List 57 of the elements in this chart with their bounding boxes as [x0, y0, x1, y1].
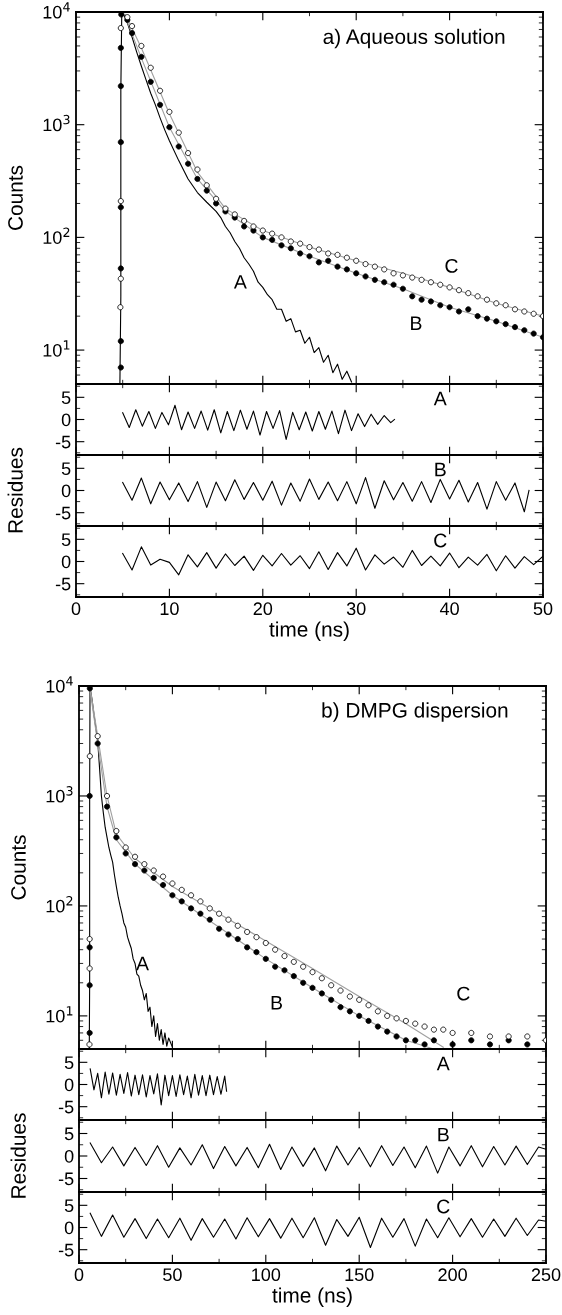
annotation: B: [435, 462, 446, 477]
text: a) Aqueous solution: [323, 28, 505, 49]
x-tick-label: 150: [345, 1268, 374, 1282]
x-tick-label: 30: [346, 602, 366, 616]
y-tick-label: 0: [64, 1221, 74, 1235]
x-tick-label: 100: [252, 1268, 281, 1282]
y-axis-title: Residues: [10, 1113, 26, 1198]
y-tick-label: 5: [61, 462, 71, 476]
y-tick-label: -5: [55, 435, 71, 449]
y-tick-label: 5: [61, 533, 71, 547]
annotation: B: [271, 996, 282, 1010]
annotation: C: [445, 259, 458, 273]
y-tick-label: 0: [61, 413, 71, 427]
x-tick-label: 0: [74, 1268, 84, 1282]
annotation: B: [411, 316, 422, 330]
annotation: A: [433, 391, 447, 406]
y-tick-label: -5: [58, 1172, 74, 1186]
y-tick-label: 10$^{3}$: [43, 114, 70, 132]
x-tick-label: 50: [533, 602, 553, 616]
annotation: C: [457, 986, 470, 1001]
y-tick-label: 0: [61, 484, 71, 498]
x-tick-label: 200: [438, 1268, 467, 1282]
y-tick-label: 10$^{2}$: [43, 227, 70, 244]
y-tick-label: 5: [61, 391, 71, 405]
y-tick-label: 5: [64, 1127, 74, 1141]
y-tick-label: 10$^{3}$: [46, 786, 73, 803]
y-tick-label: 10$^{1}$: [46, 1006, 73, 1023]
y-tick-label: -5: [58, 1100, 74, 1114]
y-axis-title: Residues: [7, 447, 23, 533]
x-tick-label: 20: [253, 602, 273, 616]
y-tick-label: 0: [64, 1149, 74, 1163]
y-tick-label: 10$^{1}$: [43, 340, 70, 357]
x-tick-label: 40: [439, 602, 459, 616]
x-tick-label: 50: [163, 1268, 182, 1282]
y-axis-title: Counts: [8, 165, 23, 230]
text: b) DMPG dispersion: [322, 702, 508, 722]
y-tick-label: 0: [64, 1078, 74, 1092]
annotation: A: [233, 275, 247, 289]
y-axis-title: Counts: [11, 835, 26, 900]
y-tick-label: -5: [55, 506, 71, 520]
y-tick-label: 10$^{4}$: [43, 2, 70, 19]
annotation: C: [434, 533, 447, 548]
y-tick-label: 5: [64, 1199, 74, 1213]
annotation: C: [437, 1199, 450, 1214]
annotation: B: [438, 1127, 449, 1142]
y-tick-label: 10$^{4}$: [46, 676, 73, 693]
x-tick-label: 10: [160, 602, 179, 616]
x-tick-label: 250: [531, 1268, 561, 1282]
annotation: A: [436, 1056, 450, 1071]
y-tick-label: 0: [61, 555, 71, 569]
y-tick-label: 10$^{2}$: [46, 896, 73, 913]
annotation: A: [136, 956, 149, 971]
y-tick-label: -5: [55, 577, 71, 591]
x-axis-title: time (ns): [272, 1287, 352, 1307]
y-tick-label: -5: [58, 1243, 74, 1257]
y-tick-label: 5: [64, 1056, 74, 1070]
x-axis-title: time (ns): [269, 621, 349, 641]
